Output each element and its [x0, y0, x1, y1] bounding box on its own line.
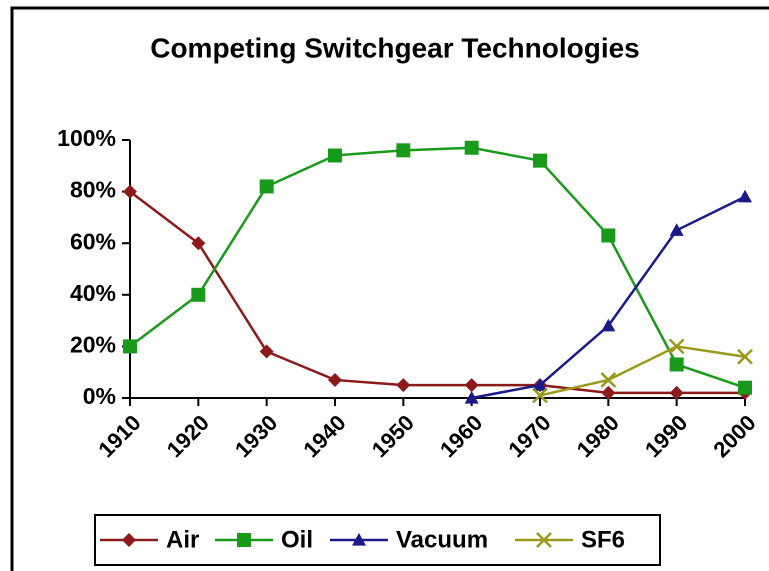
marker	[669, 357, 684, 372]
legend-label: Oil	[281, 526, 313, 553]
marker	[668, 338, 685, 355]
marker	[464, 391, 479, 404]
legend-marker	[122, 533, 136, 547]
marker	[396, 143, 411, 158]
x-tick-label: 1910	[93, 410, 145, 462]
marker	[738, 189, 752, 203]
y-tick-label: 100%	[57, 125, 116, 151]
marker	[328, 372, 342, 387]
legend-marker	[536, 532, 552, 548]
marker	[533, 378, 547, 391]
series-line	[129, 146, 746, 389]
x-tick-label: 1970	[503, 410, 555, 462]
series-line	[539, 345, 746, 397]
series-line	[471, 195, 746, 400]
marker	[738, 380, 752, 395]
legend-label: Vacuum	[396, 526, 488, 553]
y-tick-label: 0%	[83, 383, 116, 409]
marker	[191, 287, 206, 302]
chart-title: Competing Switchgear Technologies	[150, 32, 640, 63]
x-tick-label: 1960	[435, 410, 487, 462]
marker	[259, 344, 274, 359]
marker	[533, 153, 547, 168]
series-line	[129, 190, 745, 395]
marker	[464, 378, 479, 393]
marker	[328, 148, 342, 163]
y-tick-label: 80%	[70, 177, 116, 203]
marker	[123, 184, 137, 199]
marker	[669, 223, 684, 236]
marker	[669, 385, 684, 400]
x-tick-label: 1920	[162, 410, 214, 462]
x-tick-label: 1950	[367, 410, 419, 462]
marker	[737, 348, 753, 365]
legend-label: SF6	[581, 526, 625, 553]
y-tick-label: 40%	[70, 280, 116, 306]
marker	[259, 179, 274, 194]
x-tick-label: 1940	[298, 410, 350, 462]
marker	[601, 228, 616, 243]
x-tick-label: 2000	[708, 410, 760, 462]
marker	[532, 387, 548, 404]
legend-label: Air	[166, 526, 199, 553]
marker	[123, 339, 137, 354]
y-tick-label: 20%	[70, 331, 116, 357]
legend-marker	[352, 533, 366, 546]
x-tick-label: 1930	[230, 410, 282, 462]
x-tick-label: 1980	[572, 410, 624, 462]
marker	[191, 236, 206, 251]
marker	[396, 378, 411, 393]
marker	[600, 372, 617, 388]
marker	[464, 140, 479, 155]
legend-marker	[237, 533, 251, 547]
marker	[601, 385, 616, 400]
marker	[601, 318, 616, 332]
x-tick-label: 1990	[640, 410, 692, 462]
y-tick-label: 60%	[70, 228, 116, 254]
chart-frame	[10, 6, 769, 571]
